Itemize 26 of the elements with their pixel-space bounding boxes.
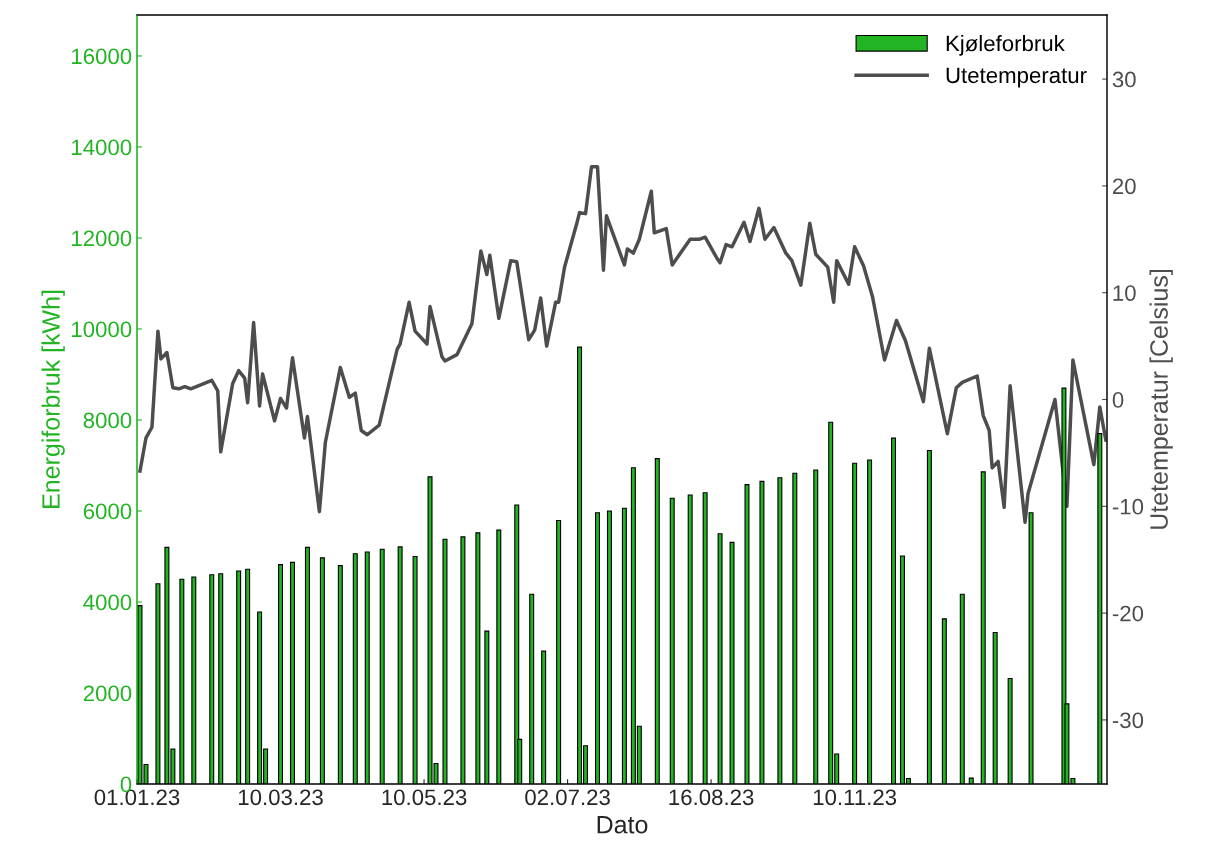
y2-tick-label: -10 [1112, 498, 1144, 515]
y-tick-label: 2000 [83, 685, 132, 702]
x-axis-title: Dato [597, 816, 648, 834]
y2-tick-label: 30 [1112, 71, 1136, 88]
y-tick-label: 16000 [72, 48, 132, 65]
y2-tick-label: 0 [1112, 392, 1124, 408]
x-tick-label: 10.11.23 [813, 789, 897, 806]
y2-tick-label: -20 [1112, 605, 1144, 622]
x-tick-label: 16.08.23 [669, 789, 754, 806]
x-tick-label: 10.03.23 [238, 789, 323, 806]
y2-axis-title: Utetemperatur [Celsius] [1149, 269, 1173, 529]
y-axis-title: Energiforbruk [kWh] [41, 290, 65, 508]
y2-tick-label: 10 [1113, 285, 1136, 301]
y-tick-label: 8000 [83, 412, 132, 429]
y-tick-label: 4000 [83, 594, 132, 611]
line-series [138, 164, 1107, 525]
y-tick-label: 10000 [72, 321, 132, 338]
y-tick-label: 6000 [83, 503, 132, 520]
legend-label: Utetemperatur [946, 67, 1087, 88]
y-tick-label: 14000 [72, 139, 132, 156]
legend-label: Kjøleforbruk [946, 35, 1065, 56]
x-tick-label: 10.05.23 [382, 789, 467, 806]
x-tick-label: 02.07.23 [525, 789, 610, 806]
y-tick-label: 12000 [72, 230, 132, 247]
y2-tick-label: 20 [1112, 178, 1136, 195]
y2-tick-label: -30 [1112, 712, 1144, 729]
